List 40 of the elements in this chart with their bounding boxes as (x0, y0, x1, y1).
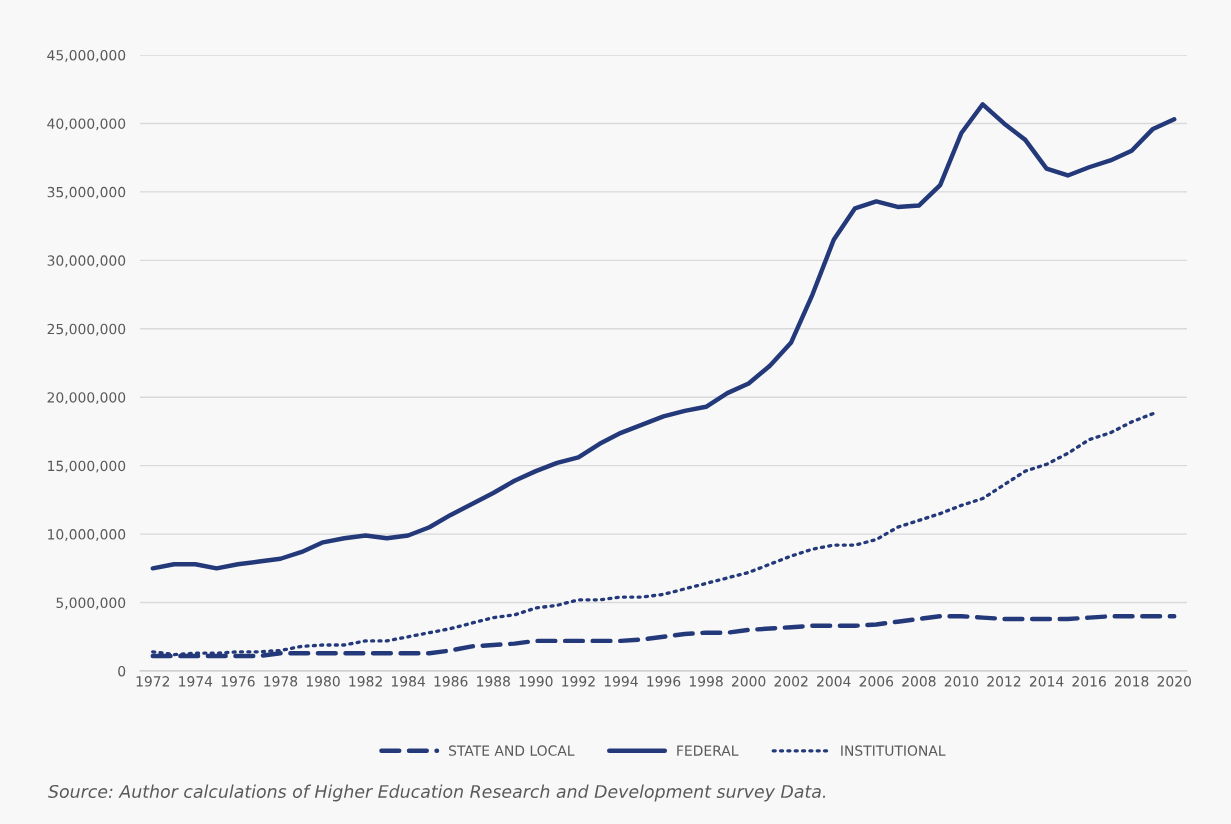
x-tick-label: 1978 (264, 676, 298, 687)
x-tick-label: 2012 (987, 676, 1021, 687)
y-tick-label: 5,000,000 (56, 597, 126, 610)
x-tick-label: 2002 (774, 676, 808, 687)
y-tick-label: 20,000,000 (47, 392, 126, 405)
x-tick-label: 1974 (179, 676, 213, 687)
x-tick-label: 2008 (902, 676, 936, 687)
legend-label: STATE AND LOCAL (449, 745, 575, 756)
x-tick-label: 1984 (391, 676, 426, 687)
legend-label: INSTITUTIONAL (841, 745, 946, 756)
x-tick-label: 2006 (859, 676, 894, 687)
y-tick-label: 40,000,000 (47, 118, 126, 131)
x-tick-label: 1992 (562, 676, 595, 687)
legend-label: FEDERAL (677, 745, 739, 756)
x-tick-label: 1976 (221, 676, 255, 687)
x-tick-label: 2000 (731, 676, 766, 687)
line-series (150, 102, 1177, 571)
x-tick-label: 1988 (477, 676, 510, 687)
x-tick-label: 2018 (1115, 676, 1149, 687)
x-tick-label: 2020 (1157, 676, 1191, 687)
x-tick-label: 2016 (1072, 676, 1106, 687)
x-tick-label: 2004 (817, 676, 851, 687)
y-tick-label: 30,000,000 (47, 255, 126, 268)
y-tick-label: 35,000,000 (47, 186, 126, 199)
y-tick-label: 25,000,000 (47, 323, 126, 336)
y-tick-label: 0 (118, 665, 126, 677)
x-tick-label: 2010 (944, 676, 979, 687)
x-tick-label: 1996 (647, 676, 681, 687)
x-tick-label: 1980 (306, 676, 340, 687)
x-tick-label: 1990 (519, 676, 553, 687)
x-tick-label: 1998 (689, 676, 723, 687)
y-tick-label: 15,000,000 (48, 460, 126, 473)
x-tick-label: 1994 (604, 676, 638, 687)
x-tick-label: 1986 (434, 676, 468, 687)
y-tick-label: 10,000,000 (48, 529, 126, 541)
y-tick-label: 45,000,000 (47, 49, 126, 62)
x-tick-label: 1972 (136, 676, 170, 687)
x-tick-label: 1982 (349, 676, 382, 687)
source-note: Source: Author calculations of Higher Education Research and Development survey Data. (48, 784, 826, 802)
x-tick-label: 2014 (1029, 676, 1064, 687)
